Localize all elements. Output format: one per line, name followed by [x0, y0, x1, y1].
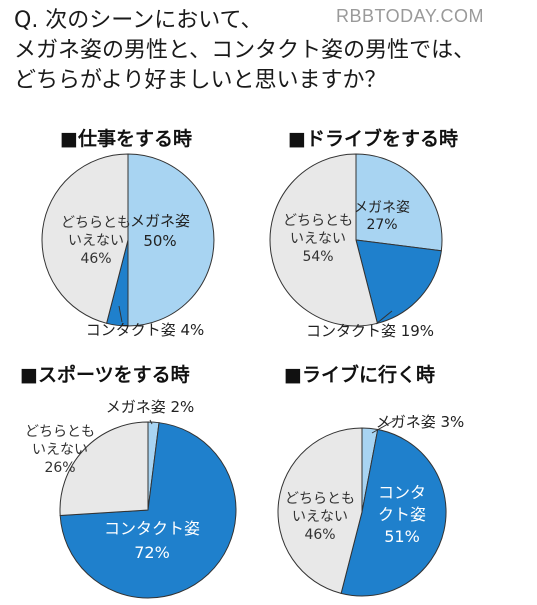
pie-slice-live-contact	[340, 428, 447, 597]
pie-label-line: コンタクト姿 4%	[86, 321, 205, 339]
question-line-2: メガネ姿の男性と、コンタクト姿の男性では、	[14, 38, 476, 63]
pie-label-line: 51%	[384, 527, 420, 546]
pie-live: メガネ姿 3% コンタクト姿 51% どちらともいえない 46%	[277, 413, 465, 597]
question-line-1: Q. 次のシーンにおいて、	[14, 8, 263, 33]
question-line-3: どちらがより好ましいと思いますか？	[14, 68, 387, 93]
pie-sports: メガネ姿 2% コンタクト姿 72% どちらともいえない 26%	[25, 398, 237, 599]
pie-label-line: いえない	[32, 442, 88, 458]
pie-label-live-contact: コンタクト姿 51%	[378, 483, 426, 546]
pie-label-line: 50%	[143, 232, 176, 250]
pie-label-line: コンタクト姿	[104, 519, 200, 538]
pie-label-live-glasses: メガネ姿 3%	[376, 413, 465, 431]
pie-label-sports-contact: コンタクト姿 72%	[104, 519, 200, 562]
question-text: Q. 次のシーンにおいて、 メガネ姿の男性と、コンタクト姿の男性では、 どちらが…	[14, 6, 534, 96]
pie-label-work-contact: コンタクト姿 4%	[86, 321, 205, 339]
pie-label-line: どちらとも	[285, 491, 355, 507]
pie-label-line: どちらとも	[61, 215, 131, 231]
pie-slice-drive-glasses	[355, 153, 443, 252]
pie-slice-work-neither	[41, 153, 129, 324]
pie-label-drive-neither: どちらともいえない 54%	[283, 213, 353, 265]
pie-label-line: 26%	[44, 460, 75, 476]
pie-label-drive-contact: コンタクト姿 19%	[306, 322, 434, 340]
pie-label-line: 46%	[304, 527, 335, 543]
pie-label-line: メガネ姿	[354, 200, 410, 216]
pie-slice-work-glasses	[127, 153, 215, 327]
pie-label-line: 54%	[302, 249, 333, 265]
pie-label-line: いえない	[292, 509, 348, 525]
pie-label-line: いえない	[68, 233, 124, 249]
pie-label-line: メガネ姿 3%	[376, 413, 465, 431]
pie-label-drive-glasses: メガネ姿 27%	[354, 200, 410, 233]
chart-title-live: ■ライブに行く時	[284, 364, 435, 386]
pie-label-work-neither: どちらともいえない 46%	[61, 215, 131, 267]
pie-slice-live-neither	[277, 427, 363, 594]
pie-drive: メガネ姿 27% コンタクト姿 19% どちらともいえない 54%	[269, 153, 443, 340]
chart-title-drive: ■ドライブをする時	[288, 128, 458, 150]
pie-label-line: 72%	[134, 543, 170, 562]
pie-slice-sports-neither	[59, 421, 149, 517]
leader-line-drive-contact	[375, 310, 393, 325]
pie-slice-drive-neither	[269, 153, 378, 327]
chart-title-sports: ■スポーツをする時	[20, 364, 190, 386]
pie-label-line: 27%	[366, 217, 397, 233]
pie-label-line: どちらとも	[283, 213, 353, 229]
leader-line-sports-glasses	[149, 419, 153, 425]
pie-label-line: メガネ姿 2%	[106, 398, 195, 416]
pie-label-live-neither: どちらともいえない 46%	[285, 491, 355, 543]
pie-label-line: どちらとも	[25, 424, 95, 440]
pie-work: メガネ姿 50% コンタクト姿 4% どちらともいえない 46%	[41, 153, 215, 339]
pie-label-work-glasses: メガネ姿 50%	[130, 212, 190, 250]
pie-label-line: クト姿	[378, 505, 426, 524]
pie-label-line: メガネ姿	[130, 212, 190, 230]
pie-label-line: コンタ	[378, 483, 426, 502]
chart-title-work: ■仕事をする時	[60, 128, 192, 150]
pie-label-line: いえない	[290, 231, 346, 247]
leader-line-live-glasses	[371, 419, 396, 434]
pie-slice-drive-contact	[355, 239, 442, 324]
pie-label-line: コンタクト姿 19%	[306, 322, 434, 340]
watermark: RBBTODAY.COM	[336, 6, 485, 26]
leader-line-work-contact	[118, 305, 123, 323]
pie-label-sports-neither: どちらともいえない 26%	[25, 424, 95, 476]
pie-label-line: 46%	[80, 251, 111, 267]
pie-label-sports-glasses: メガネ姿 2%	[106, 398, 195, 416]
